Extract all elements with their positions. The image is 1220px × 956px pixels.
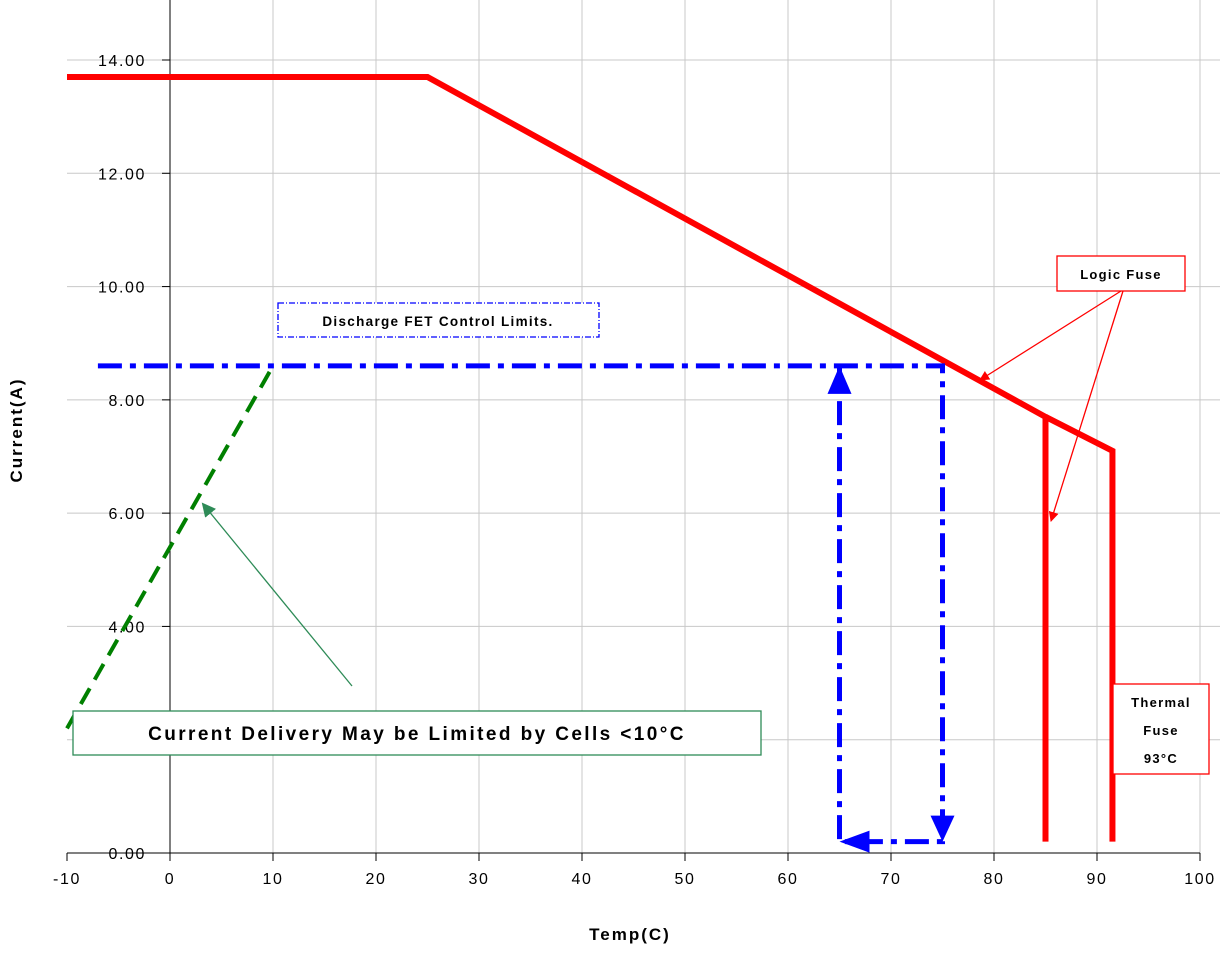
fet-label-box: Discharge FET Control Limits. — [277, 302, 600, 338]
cells-note-box: Current Delivery May be Limited by Cells… — [72, 710, 762, 756]
x-tick-label: 60 — [778, 871, 799, 888]
x-tick-label: 90 — [1087, 871, 1108, 888]
x-tick-label: 80 — [984, 871, 1005, 888]
y-axis-title: Current(A) — [7, 378, 26, 483]
fet-label-text: Discharge FET Control Limits. — [322, 314, 553, 329]
logic-fuse-arrow-2 — [1048, 290, 1124, 522]
x-tick-label: 30 — [469, 871, 490, 888]
thermal-fuse-line-2: Fuse — [1143, 723, 1179, 738]
cells-note-text: Current Delivery May be Limited by Cells… — [148, 724, 686, 745]
y-tick-label: 10.00 — [98, 280, 146, 297]
x-tick-label: 50 — [675, 871, 696, 888]
y-tick-label: 4.00 — [108, 619, 146, 636]
y-tick-label: 14.00 — [98, 53, 146, 70]
fet-arrowhead-up — [827, 365, 852, 394]
y-tick-label: 6.00 — [108, 506, 146, 523]
logic-fuse-label-text: Logic Fuse — [1080, 267, 1162, 282]
x-tick-label: 20 — [366, 871, 387, 888]
axes-layer: -10 0 10 20 30 40 50 60 70 80 90 100 0.00 4.00 6.00 8.0… — [53, 0, 1216, 888]
x-tick-label: -10 — [53, 871, 81, 888]
x-tick-label: 100 — [1184, 871, 1216, 888]
x-tick-label: 70 — [881, 871, 902, 888]
x-tick-label: 40 — [572, 871, 593, 888]
fet-arrowhead-down — [930, 815, 955, 842]
series-line-4 — [65, 364, 275, 730]
arrow-layer — [201, 290, 1124, 853]
x-axis-title: Temp(C) — [589, 925, 671, 944]
series-line-1 — [67, 73, 1049, 842]
y-tick-label: 12.00 — [98, 166, 146, 183]
series-line-3 — [97, 363, 945, 845]
series-line-2 — [1044, 414, 1116, 842]
y-tick-label: 0.00 — [108, 846, 146, 863]
x-tick-label: 10 — [263, 871, 284, 888]
cells-note-arrow — [201, 502, 353, 687]
thermal-fuse-label-box: Thermal Fuse 93°C — [1112, 683, 1210, 775]
logic-fuse-arrow-1 — [979, 290, 1122, 381]
thermal-fuse-line-1: Thermal — [1131, 695, 1191, 710]
x-tick-label: 0 — [165, 871, 176, 888]
logic-fuse-label-box: Logic Fuse — [1056, 255, 1186, 292]
fet-arrowhead-left — [839, 830, 870, 853]
thermal-fuse-line-3: 93°C — [1144, 751, 1178, 766]
y-tick-label: 8.00 — [108, 393, 146, 410]
